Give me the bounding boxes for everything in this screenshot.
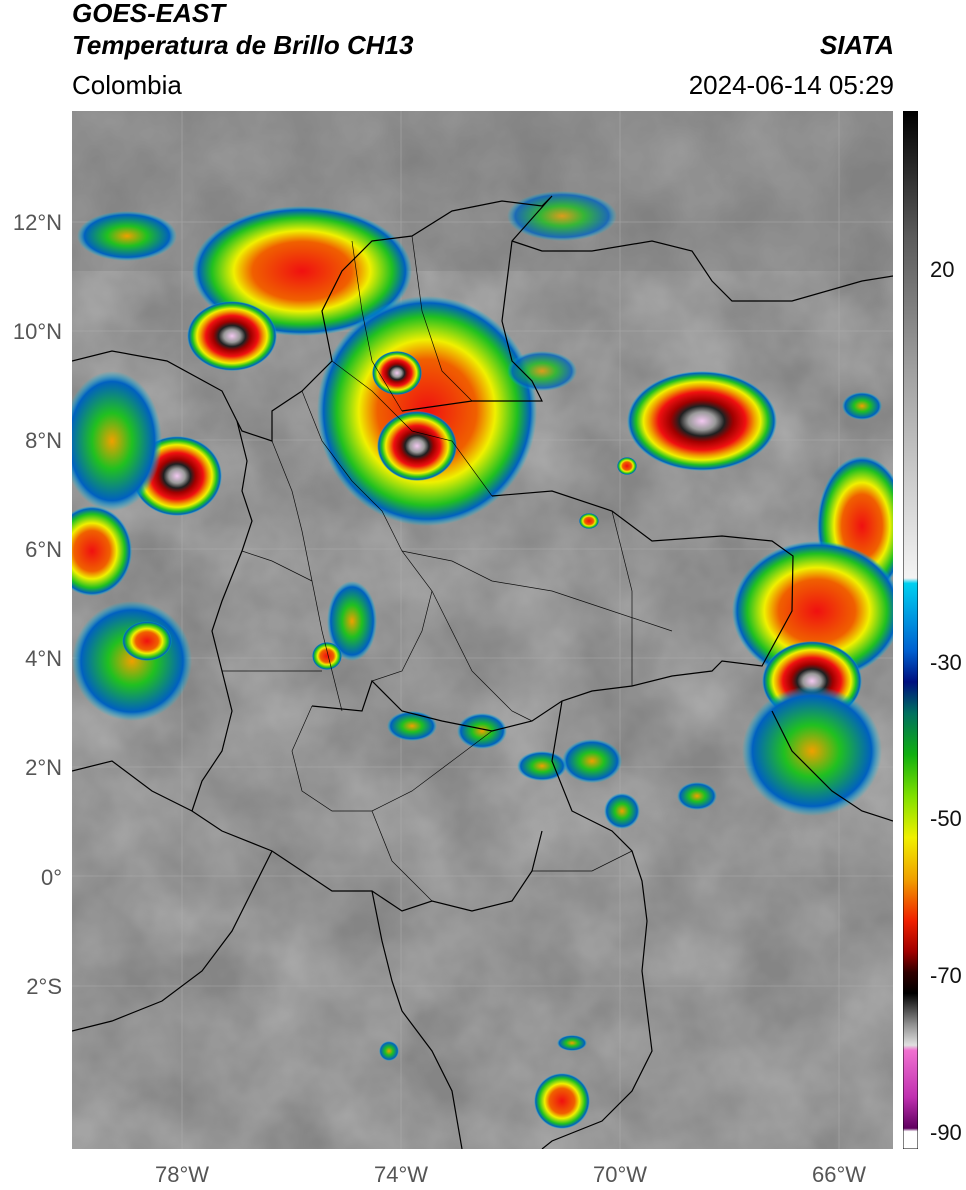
- colombia-north-border: [72, 195, 553, 442]
- lat-label: 10°N: [12, 319, 62, 344]
- venezuela-brazil-border: [771, 710, 893, 822]
- storm-cell-pacific-s: [72, 601, 192, 721]
- colorbar-tick-minus50: -50: [930, 806, 962, 831]
- storm-cell-amazon: [534, 1073, 590, 1129]
- lat-label: 0°: [40, 865, 62, 890]
- caribbean-band: [72, 111, 893, 271]
- colorbar-tick-20: 20: [930, 257, 955, 282]
- colombia-venezuela-border: [311, 490, 794, 732]
- venezuela-coast: [511, 240, 893, 302]
- peru-colombia-border: [371, 890, 463, 1149]
- storm-cell-pacific: [72, 506, 132, 596]
- convective-clouds: [72, 191, 893, 1129]
- lon-label: 66°W: [811, 1162, 867, 1187]
- colorbar-tick-minus30: -30: [930, 650, 962, 675]
- lat-label: 4°N: [25, 646, 62, 671]
- ecuador-peru-border: [72, 850, 273, 1032]
- storm-cell-venezuela: [627, 371, 777, 471]
- datetime-label: 2024-06-14 05:29: [688, 70, 894, 100]
- storm-cell-west: [72, 371, 162, 511]
- colorbar-tick-minus70: -70: [930, 963, 962, 988]
- satellite-title: GOES-EAST: [72, 0, 226, 28]
- pacific-coast: [191, 420, 253, 812]
- storm-core-2: [372, 351, 422, 395]
- colorbar: [903, 111, 918, 1149]
- source-label: SIATA: [819, 30, 894, 60]
- colombia-brazil-border: [541, 700, 653, 1149]
- lat-label: 8°N: [25, 428, 62, 453]
- product-title: Temperatura de Brillo CH13: [72, 30, 414, 60]
- storm-cell-magdalena: [317, 296, 537, 526]
- lat-label: 12°N: [12, 210, 62, 235]
- lat-label: 2°S: [26, 974, 62, 999]
- colombia-ecuador-border: [72, 760, 543, 912]
- lat-label: 2°N: [25, 755, 62, 780]
- storm-core-1: [377, 411, 457, 481]
- lon-label: 70°W: [592, 1162, 648, 1187]
- region-label: Colombia: [72, 70, 182, 100]
- lon-label: 74°W: [373, 1162, 429, 1187]
- satellite-map[interactable]: [72, 111, 893, 1149]
- storm-cell-nw: [77, 211, 177, 261]
- colorbar-tick-minus90: -90: [930, 1120, 962, 1145]
- department-borders: [222, 235, 673, 902]
- lon-label: 78°W: [154, 1162, 210, 1187]
- storm-cell-se: [742, 686, 882, 816]
- lat-label: 6°N: [25, 537, 62, 562]
- storm-cell-urabá: [187, 301, 277, 371]
- country-borders: [72, 195, 893, 1149]
